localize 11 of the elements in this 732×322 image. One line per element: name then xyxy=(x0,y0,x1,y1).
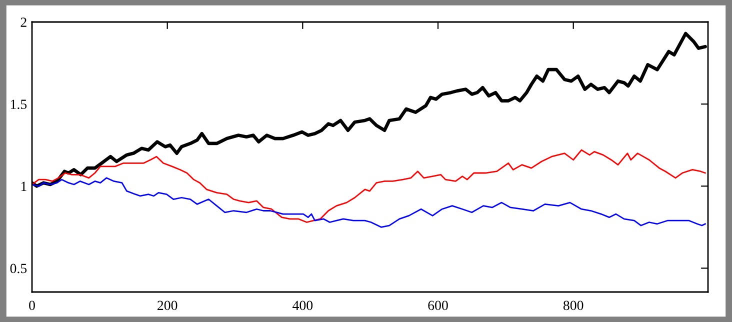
line-series xyxy=(32,177,706,228)
x-tick-label: 800 xyxy=(563,300,584,310)
x-tick-label: 400 xyxy=(292,300,313,310)
y-tick-label: 1.5 xyxy=(11,100,27,110)
x-tick-label: 600 xyxy=(428,300,448,310)
y-tick-label: 0.5 xyxy=(10,264,27,274)
x-tick-label: 0 xyxy=(29,300,35,310)
y-tick-label: 1 xyxy=(21,182,26,191)
y-tick-label: 2 xyxy=(20,18,26,27)
line-series xyxy=(32,149,706,223)
x-tick-label: 200 xyxy=(158,300,178,310)
